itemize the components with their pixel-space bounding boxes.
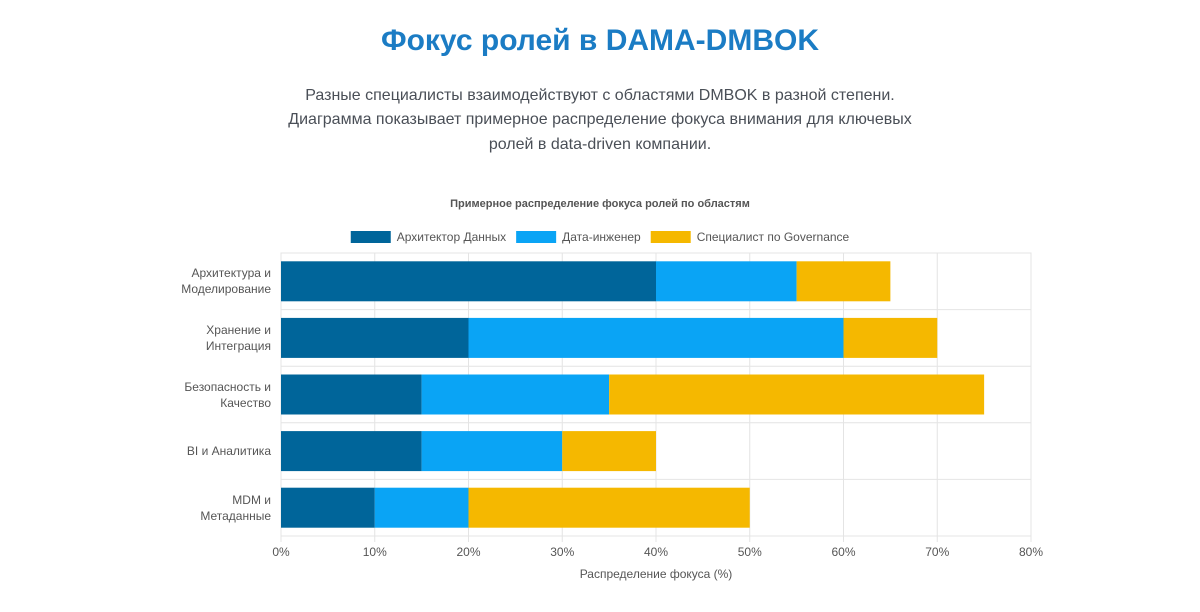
y-tick-label: Архитектура и Моделирование bbox=[181, 266, 271, 297]
x-tick-label: 80% bbox=[1019, 545, 1043, 559]
legend-swatch bbox=[350, 231, 391, 243]
x-tick-label: 40% bbox=[644, 545, 668, 559]
y-tick-label: Хранение и Интеграция bbox=[205, 322, 271, 353]
description: ролей в data-driven компании. bbox=[489, 136, 711, 153]
legend-label: Архитектор Данных bbox=[397, 230, 506, 244]
legend-swatch bbox=[516, 231, 557, 243]
bar bbox=[656, 261, 797, 302]
bar bbox=[609, 374, 985, 415]
page-title: Фокус ролей в DAMA-DMBOK bbox=[381, 24, 819, 57]
bar bbox=[843, 317, 938, 358]
x-axis-label: Распределение фокуса (%) bbox=[580, 567, 733, 581]
x-tick-label: 50% bbox=[738, 545, 762, 559]
bar bbox=[562, 431, 656, 472]
bar bbox=[374, 487, 469, 528]
x-tick-label: 60% bbox=[831, 545, 855, 559]
bar bbox=[281, 261, 656, 302]
bar bbox=[281, 317, 469, 358]
bar bbox=[468, 317, 844, 358]
description: Диаграмма показывает примерное распредел… bbox=[288, 111, 911, 128]
bar bbox=[468, 487, 750, 528]
y-tick-label: Безопасность и Качество bbox=[184, 379, 271, 410]
x-tick-label: 10% bbox=[363, 545, 387, 559]
bar bbox=[796, 261, 891, 302]
y-tick-label: BI и Аналитика bbox=[186, 444, 271, 459]
description: Разные специалисты взаимодействуют с обл… bbox=[305, 87, 894, 104]
legend-label: Дата-инженер bbox=[562, 230, 641, 244]
x-tick-label: 0% bbox=[272, 545, 290, 559]
x-tick-label: 20% bbox=[456, 545, 480, 559]
bar bbox=[281, 374, 422, 415]
legend-swatch bbox=[650, 231, 691, 243]
y-tick-label: MDM и Метаданные bbox=[200, 492, 271, 523]
bar bbox=[421, 374, 610, 415]
chart-title: Примерное распределение фокуса ролей по … bbox=[450, 198, 750, 210]
x-tick-label: 30% bbox=[550, 545, 574, 559]
bar bbox=[421, 431, 563, 472]
x-tick-label: 70% bbox=[925, 545, 949, 559]
legend-label: Специалист по Governance bbox=[697, 230, 850, 244]
bar bbox=[281, 487, 375, 528]
bar bbox=[281, 431, 422, 472]
